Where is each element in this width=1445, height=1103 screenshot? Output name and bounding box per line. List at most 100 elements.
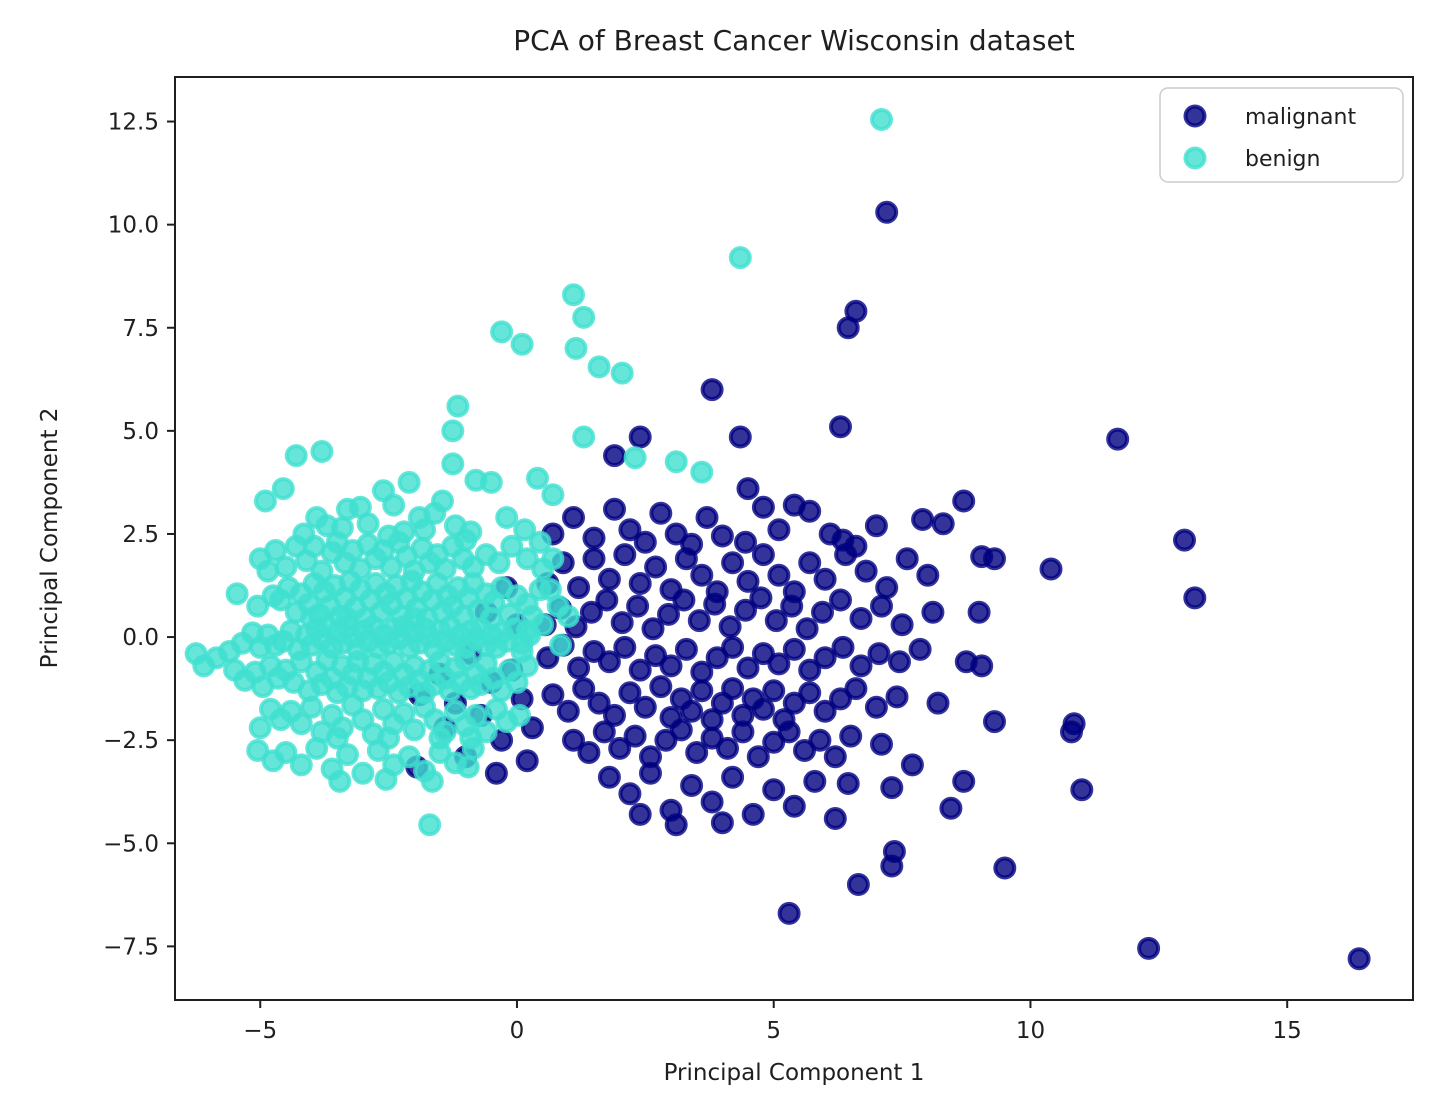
- scatter-point-malignant: [890, 613, 914, 637]
- scatter-point-malignant: [780, 594, 804, 618]
- scatter-point-malignant: [875, 576, 899, 600]
- scatter-point-malignant: [864, 514, 888, 538]
- scatter-point-malignant: [782, 794, 806, 818]
- scatter-point-benign: [490, 320, 514, 344]
- scatter-point-benign: [479, 470, 503, 494]
- scatter-point-benign: [328, 769, 352, 793]
- scatter-point-benign: [274, 555, 298, 579]
- scatter-point-malignant: [695, 506, 719, 529]
- scatter-point-malignant: [710, 811, 734, 835]
- scatter-point-malignant: [649, 675, 673, 699]
- scatter-point-malignant: [1347, 947, 1371, 971]
- scatter-point-malignant: [762, 778, 786, 802]
- scatter-point-benign: [264, 539, 288, 562]
- scatter-point-malignant: [751, 543, 775, 567]
- scatter-point-malignant: [649, 501, 673, 525]
- scatter-point-malignant: [813, 646, 837, 670]
- scatter-point-benign: [441, 419, 465, 443]
- scatter-point-malignant: [562, 728, 585, 752]
- scatter-point-benign: [441, 452, 465, 476]
- x-axis-ticks: −5 0 5 10 15: [243, 1000, 1302, 1044]
- scatter-point-malignant: [618, 518, 642, 542]
- scatter-point-malignant: [716, 736, 739, 760]
- scatter-point-malignant: [700, 378, 724, 402]
- scatter-point-malignant: [880, 854, 904, 878]
- scatter-point-benign: [271, 477, 295, 501]
- scatter-point-benign: [274, 741, 298, 764]
- x-tick-label: 10: [1016, 1018, 1045, 1044]
- scatter-point-malignant: [603, 444, 626, 468]
- scatter-point-malignant: [597, 567, 621, 591]
- scatter-point-benign: [610, 361, 634, 385]
- scatter-point-malignant: [674, 637, 698, 661]
- series-malignant: [405, 200, 1371, 971]
- scatter-point-malignant: [628, 572, 652, 595]
- scatter-point-malignant: [582, 547, 606, 571]
- scatter-point-malignant: [734, 598, 757, 622]
- scatter-point-malignant: [829, 687, 852, 711]
- scatter-point-malignant: [823, 807, 847, 830]
- scatter-point-malignant: [595, 588, 619, 612]
- scatter-point-malignant: [885, 685, 909, 709]
- scatter-point-benign: [397, 470, 421, 494]
- y-tick-label: 7.5: [122, 316, 159, 342]
- scatter-point-malignant: [793, 739, 816, 762]
- scatter-point-malignant: [736, 569, 760, 593]
- scatter-point-malignant: [628, 425, 652, 449]
- scatter-point-malignant: [798, 658, 822, 682]
- scatter-point-malignant: [983, 710, 1006, 734]
- scatter-point-benign: [446, 394, 470, 418]
- scatter-point-malignant: [829, 588, 852, 612]
- scatter-point-malignant: [908, 637, 932, 661]
- scatter-point-malignant: [970, 654, 994, 678]
- scatter-point-malignant: [613, 635, 637, 659]
- scatter-point-benign: [330, 716, 354, 740]
- scatter-point-malignant: [777, 901, 801, 925]
- scatter-series: [184, 108, 1371, 971]
- scatter-point-benign: [253, 489, 277, 513]
- scatter-point-benign: [454, 528, 478, 552]
- scatter-point-benign: [515, 547, 539, 571]
- scatter-point-malignant: [767, 652, 791, 676]
- scatter-point-malignant: [803, 769, 827, 793]
- scatter-point-malignant: [597, 765, 621, 789]
- scatter-point-benign: [289, 650, 313, 674]
- scatter-point-malignant: [690, 660, 714, 684]
- scatter-point-malignant: [603, 497, 626, 521]
- scatter-point-benign: [515, 654, 539, 678]
- scatter-point-malignant: [639, 761, 662, 785]
- scatter-point-benign: [392, 701, 416, 725]
- scatter-point-malignant: [767, 518, 791, 542]
- scatter-point-malignant: [888, 650, 911, 674]
- scatter-point-benign: [870, 108, 893, 131]
- scatter-point-malignant: [700, 790, 724, 814]
- scatter-point-malignant: [1070, 778, 1094, 802]
- scatter-point-benign: [464, 703, 488, 727]
- scatter-point-malignant: [628, 658, 652, 682]
- scatter-point-benign: [690, 460, 714, 484]
- y-tick-label: 2.5: [122, 522, 159, 548]
- scatter-point-malignant: [644, 555, 668, 579]
- scatter-point-malignant: [836, 316, 860, 340]
- scatter-point-malignant: [798, 499, 822, 523]
- scatter-point-malignant: [736, 477, 760, 501]
- scatter-point-malignant: [839, 724, 863, 748]
- legend-label-benign: benign: [1245, 147, 1320, 172]
- y-tick-label: −2.5: [103, 728, 159, 754]
- scatter-point-malignant: [633, 695, 657, 719]
- scatter-point-malignant: [703, 592, 727, 616]
- scatter-point-malignant: [900, 753, 924, 777]
- x-tick-label: 0: [510, 1018, 525, 1044]
- scatter-point-malignant: [587, 691, 611, 715]
- scatter-point-malignant: [664, 522, 688, 546]
- scatter-point-malignant: [762, 679, 786, 703]
- scatter-point-benign: [564, 336, 588, 360]
- scatter-point-malignant: [967, 600, 991, 624]
- scatter-point-malignant: [764, 609, 788, 633]
- scatter-point-benign: [572, 305, 596, 329]
- scatter-point-malignant: [613, 543, 637, 567]
- scatter-point-malignant: [728, 425, 752, 449]
- scatter-point-malignant: [875, 200, 899, 224]
- scatter-point-malignant: [864, 695, 888, 719]
